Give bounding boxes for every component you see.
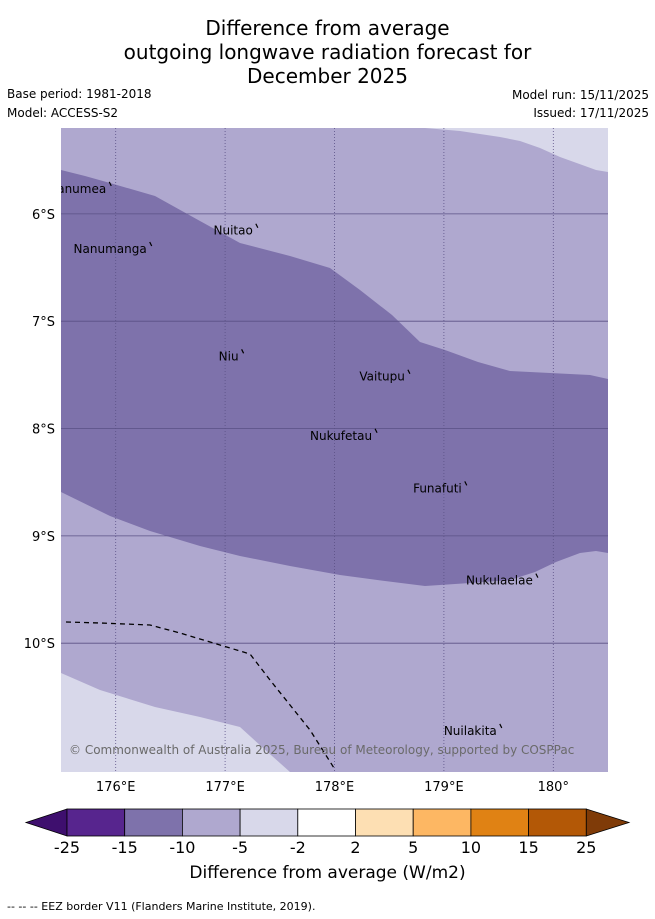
eez-border-line: [65, 621, 335, 769]
x-tick-label: 180°: [538, 780, 569, 795]
title-line-2: outgoing longwave radiation forecast for: [123, 40, 532, 64]
colorbar-over-triangle: [585, 808, 631, 837]
colorbar-tick-label: 10: [461, 838, 481, 857]
place-label: Nanumanga: [74, 242, 147, 256]
colorbar-bin: [124, 808, 183, 837]
island-mark: [255, 223, 259, 229]
island-mark: [499, 723, 503, 729]
y-tick-label: 6°S: [32, 208, 55, 223]
colorbar-bin: [355, 808, 414, 837]
place-label: Funafuti: [413, 481, 462, 495]
colorbar-tick-label: 5: [408, 838, 418, 857]
base-period: Base period: 1981-2018: [7, 87, 152, 101]
island-marks: [108, 181, 539, 729]
map-gridlines: [61, 128, 608, 772]
island-mark: [108, 181, 112, 187]
y-tick-label: 9°S: [32, 530, 55, 545]
colorbar-bin: [66, 808, 126, 837]
island-mark: [374, 428, 378, 434]
colorbar-bin: [528, 808, 587, 837]
colorbar-tick-label: -15: [112, 838, 138, 857]
eez-footnote: -- -- -- EEZ border V11 (Flanders Marine…: [7, 900, 316, 913]
place-labels: Nanumea Nuitao Nanumanga Niu Vaitupu Nukufeta…: [48, 182, 533, 738]
place-label: Nanumea: [48, 182, 106, 196]
island-mark: [535, 573, 539, 578]
colorbar: -25 -15 -10 -5 -2 2 5 10 15 25: [24, 808, 631, 857]
colorbar-label: Difference from average (W/m2): [189, 863, 466, 883]
colorbar-bin: [239, 808, 299, 837]
y-tick-label: 8°S: [32, 423, 55, 438]
island-mark: [464, 481, 468, 486]
place-label: Vaitupu: [359, 370, 405, 384]
x-tick-label: 179°E: [424, 780, 464, 795]
x-tick-label: 178°E: [315, 780, 355, 795]
copyright-notice: © Commonwealth of Australia 2025, Bureau…: [69, 743, 574, 757]
colorbar-tick-label: -2: [290, 838, 306, 857]
x-tick-label: 176°E: [96, 780, 136, 795]
island-mark: [149, 241, 153, 247]
anomaly-region-minus-5-northeast: [425, 128, 608, 172]
colorbar-bin: [412, 808, 472, 837]
title-line-3: December 2025: [247, 64, 408, 88]
x-tick-label: 177°E: [205, 780, 245, 795]
chart-title: Difference from average outgoing longwav…: [0, 16, 655, 88]
place-label: Nuitao: [213, 224, 252, 238]
colorbar-tick-label: -5: [232, 838, 248, 857]
model-run: Model run: 15/11/2025: [511, 88, 649, 102]
colorbar-bin: [470, 808, 529, 837]
colorbar-under-triangle: [24, 808, 68, 837]
island-mark: [241, 349, 245, 354]
island-mark: [407, 369, 411, 374]
x-axis-ticks: 176°E 177°E 178°E 179°E 180°: [96, 780, 569, 795]
place-label: Nuilakita: [444, 724, 497, 738]
anomaly-region-minus-5-southwest: [61, 673, 290, 772]
place-label: Nukulaelae: [466, 574, 533, 588]
colorbar-tick-label: 25: [576, 838, 596, 857]
title-line-1: Difference from average: [205, 16, 450, 40]
colorbar-tick-label: -10: [169, 838, 195, 857]
y-axis-ticks: 6°S 7°S 8°S 9°S 10°S: [24, 208, 55, 652]
colorbar-bin: [297, 808, 356, 837]
colorbar-tick-label: 2: [350, 838, 360, 857]
issued-date: Issued: 17/11/2025: [533, 106, 649, 120]
colorbar-bin: [181, 808, 241, 837]
model-name: Model: ACCESS-S2: [7, 106, 119, 120]
colorbar-tick-label: -25: [54, 838, 80, 857]
place-label: Niu: [219, 349, 239, 363]
colorbar-tick-label: 15: [518, 838, 538, 857]
y-tick-label: 7°S: [32, 315, 55, 330]
y-tick-label: 10°S: [24, 637, 55, 652]
place-label: Nukufetau: [310, 429, 372, 443]
